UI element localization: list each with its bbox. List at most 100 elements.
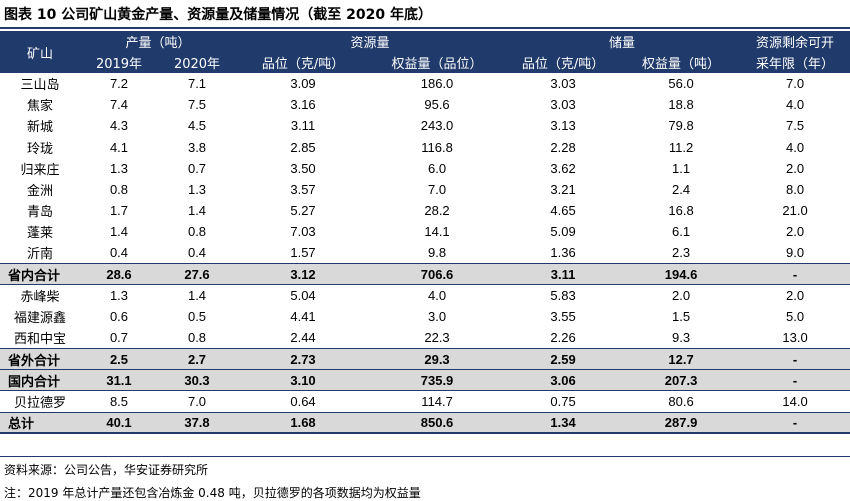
cell-res-equity: 850.6: [370, 411, 505, 435]
cell-name: 归来庄: [20, 162, 60, 178]
table-row: 福建源鑫 0.6 0.5 4.41 3.0 3.55 1.5 5.0: [0, 306, 850, 327]
cell-rsv-grade: 2.59: [504, 347, 623, 371]
cell-p2019: 40.1: [80, 411, 158, 435]
cell-p2019: 0.4: [109, 245, 129, 261]
cell-res-equity: 4.0: [427, 288, 447, 304]
cell-name: 青岛: [26, 205, 53, 221]
cell-years: 5.0: [786, 309, 805, 325]
cell-rsv-grade: 3.55: [550, 309, 576, 325]
cell-years: -: [740, 347, 850, 371]
cell-name: 总计: [0, 411, 80, 435]
cell-res-equity: 243.0: [420, 118, 454, 134]
cell-res-grade: 7.03: [290, 224, 316, 240]
cell-rsv-grade: 3.13: [550, 118, 576, 134]
cell-rsv-equity: 18.8: [668, 97, 694, 113]
cell-p2019: 0.8: [109, 182, 129, 198]
table-bottom-divider: [0, 456, 850, 457]
cell-res-equity: 186.0: [420, 76, 454, 92]
cell-p2020: 2.7: [158, 347, 237, 371]
cell-res-equity: 6.0: [427, 160, 447, 176]
cell-res-grade: 1.68: [236, 411, 371, 435]
cell-p2020: 7.5: [187, 97, 207, 113]
mine-data-table: 矿山 产量（吨） 资源量 储量 资源剩余可开 2019年 2020年 品位（克/…: [0, 31, 850, 435]
header-res-equity: 权益量（品位）: [370, 52, 505, 73]
cell-name: 赤峰柴: [20, 290, 60, 306]
cell-res-equity: 9.8: [427, 245, 447, 261]
cell-rsv-grade: 3.06: [504, 369, 623, 392]
cell-res-equity: 29.3: [370, 347, 505, 371]
cell-p2020: 7.1: [187, 76, 207, 92]
cell-p2019: 28.6: [80, 263, 158, 286]
header-resources: 资源量: [236, 31, 505, 52]
cell-p2020: 3.8: [187, 139, 207, 155]
table-row: 归来庄 1.3 0.7 3.50 6.0 3.62 1.1 2.0: [0, 158, 850, 179]
cell-rsv-grade: 2.28: [550, 139, 576, 155]
table-row: 青岛 1.7 1.4 5.27 28.2 4.65 16.8 21.0: [0, 200, 850, 221]
cell-p2019: 1.4: [109, 224, 129, 240]
source-note: 资料来源：公司公告，华安证券研究所: [4, 463, 209, 477]
subtotal-row: 国内合计 31.1 30.3 3.10 735.9 3.06 207.3-: [0, 369, 850, 392]
table-row: 贝拉德罗 8.5 7.0 0.64 114.7 0.75 80.6 14.0: [0, 391, 850, 412]
header-mine: 矿山: [0, 31, 80, 73]
cell-res-equity: 28.2: [424, 203, 450, 219]
cell-p2019: 7.2: [109, 76, 129, 92]
cell-name: 省外合计: [0, 347, 80, 371]
cell-res-grade: 3.16: [290, 97, 316, 113]
table-row: 玲珑 4.1 3.8 2.85 116.8 2.28 11.2 4.0: [0, 137, 850, 158]
cell-rsv-equity: 207.3: [622, 369, 741, 392]
cell-rsv-grade: 3.11: [504, 263, 623, 286]
cell-name: 新城: [26, 120, 53, 136]
footnote: 注：2019 年总计产量还包含冶炼金 0.48 吨，贝拉德罗的各项数据均为权益量: [4, 486, 421, 500]
cell-name: 国内合计: [0, 369, 80, 392]
cell-p2020: 0.7: [187, 160, 207, 176]
cell-rsv-equity: 1.5: [672, 309, 691, 325]
cell-rsv-grade: 3.03: [550, 97, 576, 113]
cell-years: -: [740, 411, 850, 435]
cell-rsv-grade: 1.34: [504, 411, 623, 435]
cell-years: 9.0: [786, 245, 805, 261]
cell-name: 金洲: [26, 184, 53, 200]
cell-rsv-equity: 287.9: [622, 411, 741, 435]
cell-res-equity: 3.0: [427, 309, 447, 325]
cell-rsv-grade: 3.21: [550, 182, 576, 198]
cell-rsv-grade: 5.83: [550, 288, 576, 304]
cell-name: 三山岛: [20, 78, 60, 94]
cell-p2019: 0.6: [109, 309, 129, 325]
cell-rsv-grade: 4.65: [550, 203, 576, 219]
cell-rsv-grade: 3.62: [550, 160, 576, 176]
subtotal-row: 省外合计 2.5 2.7 2.73 29.3 2.59 12.7-: [0, 347, 850, 371]
cell-years: 2.0: [786, 160, 805, 176]
header-rsv-grade: 品位（克/吨）: [504, 52, 623, 73]
cell-res-grade: 3.11: [290, 118, 316, 134]
header-res-grade: 品位（克/吨）: [236, 52, 371, 73]
cell-name: 沂南: [26, 247, 53, 263]
header-reserves: 储量: [504, 31, 741, 52]
title-divider: [0, 27, 850, 29]
cell-rsv-equity: 16.8: [668, 203, 694, 219]
cell-years: -: [740, 263, 850, 286]
cell-rsv-equity: 9.3: [672, 330, 691, 346]
cell-p2019: 7.4: [109, 97, 129, 113]
cell-res-equity: 116.8: [421, 139, 453, 155]
subtotal-row: 省内合计 28.6 27.6 3.12 706.6 3.11 194.6-: [0, 263, 850, 286]
cell-p2019: 4.1: [109, 139, 129, 155]
header-2020: 2020年: [158, 52, 237, 73]
cell-name: 玲珑: [26, 141, 53, 157]
header-2019: 2019年: [80, 52, 158, 73]
cell-rsv-equity: 12.7: [622, 347, 741, 371]
cell-p2019: 8.5: [109, 393, 129, 409]
subtotal-row: 总计 40.1 37.8 1.68 850.6 1.34 287.9-: [0, 411, 850, 435]
cell-rsv-equity: 2.4: [672, 182, 691, 198]
cell-rsv-equity: 79.8: [668, 118, 694, 134]
cell-p2019: 1.3: [109, 288, 129, 304]
cell-rsv-grade: 2.26: [550, 330, 576, 346]
cell-name: 省内合计: [0, 263, 80, 286]
cell-years: 13.0: [782, 330, 808, 346]
header-remaining: 资源剩余可开: [740, 31, 850, 52]
cell-years: 7.0: [786, 76, 805, 92]
cell-res-equity: 114.7: [421, 393, 453, 409]
cell-rsv-equity: 1.1: [672, 160, 691, 176]
cell-res-equity: 706.6: [370, 263, 505, 286]
cell-res-grade: 3.57: [290, 182, 316, 198]
cell-p2020: 1.4: [187, 203, 207, 219]
